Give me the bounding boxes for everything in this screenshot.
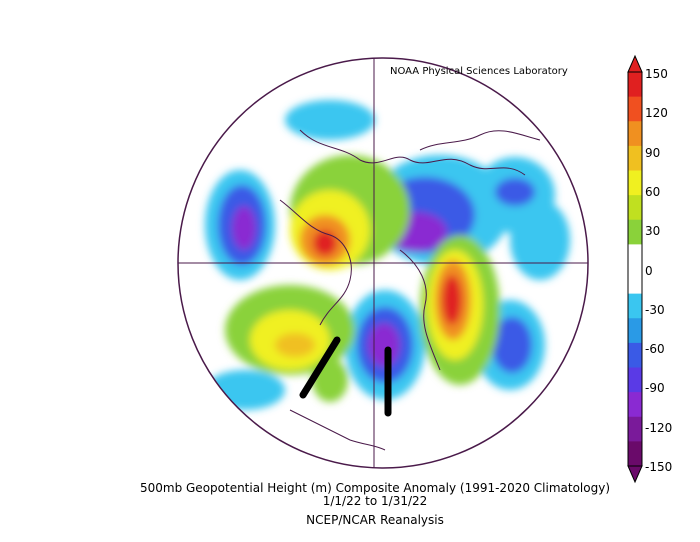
anomaly-field [178, 58, 588, 468]
caption-title: 500mb Geopotential Height (m) Composite … [139, 481, 610, 495]
colorbar-tick-label: 30 [645, 224, 661, 239]
colorbar-segment [628, 392, 642, 418]
caption-source: NCEP/NCAR Reanalysis [306, 513, 444, 527]
colorbar-segment [628, 121, 642, 147]
colorbar-segment [628, 96, 642, 122]
coastlines [279, 129, 541, 451]
colorbar-segment [628, 219, 642, 245]
colorbar-segment [628, 195, 642, 221]
colorbar-segment [628, 367, 642, 393]
colorbar-tick-label: -150 [645, 460, 673, 474]
colorbar-segment [628, 244, 642, 270]
colorbar-tick-label: 120 [645, 106, 668, 121]
credit-label: NOAA Physical Sciences Laboratory [390, 66, 568, 77]
colorbar-segment [628, 416, 642, 442]
colorbar-tick-label: -120 [645, 420, 673, 435]
colorbar-tick-label: -90 [645, 381, 665, 396]
colorbar-min-arrow [627, 465, 643, 484]
colorbar-segment [628, 441, 642, 467]
colorbar-segment [628, 342, 642, 368]
annotation-bar-west [299, 336, 341, 399]
colorbar-tick-label: -60 [645, 342, 665, 357]
colorbar-tick-label: 150 [645, 67, 668, 81]
colorbar-segment [628, 170, 642, 196]
colorbar-tick-label: 90 [645, 145, 661, 160]
caption-dates: 1/1/22 to 1/31/22 [322, 494, 428, 508]
colorbar-tick-label: 0 [645, 263, 653, 278]
colorbar-segment [628, 269, 642, 295]
colorbar-segment [628, 145, 642, 171]
colorbar-segment [628, 72, 642, 98]
colorbar-max-arrow [627, 54, 643, 73]
colorbar-segment [628, 318, 642, 344]
colorbar [627, 54, 643, 484]
colorbar-tick-label: 60 [645, 184, 661, 199]
hemisphere-outline [177, 57, 589, 469]
colorbar-segment [628, 293, 642, 319]
colorbar-tick-label: -30 [645, 302, 665, 317]
